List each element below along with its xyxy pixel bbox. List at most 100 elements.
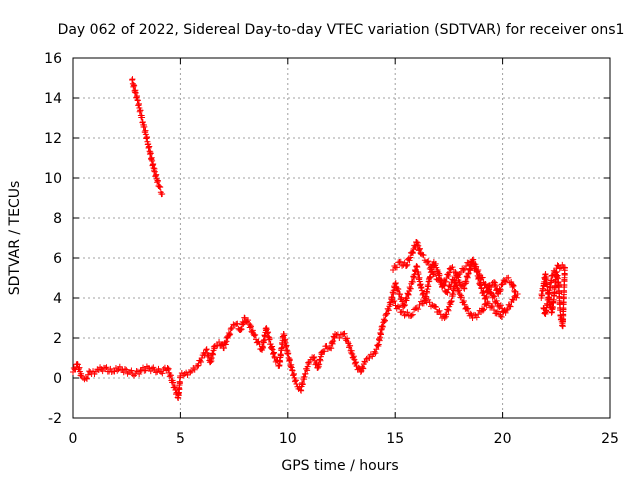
data-point bbox=[188, 367, 195, 374]
data-point bbox=[503, 307, 510, 313]
data-point bbox=[408, 312, 415, 319]
data-point bbox=[406, 257, 413, 264]
data-point bbox=[497, 288, 504, 295]
y-tick-label: 16 bbox=[44, 51, 62, 67]
y-tick-label: -2 bbox=[48, 411, 62, 427]
data-point bbox=[156, 183, 163, 190]
data-point bbox=[222, 341, 229, 348]
x-tick-label: 25 bbox=[601, 431, 619, 447]
data-point bbox=[445, 307, 452, 314]
data-point bbox=[490, 292, 497, 299]
data-point bbox=[540, 305, 547, 311]
data-point bbox=[384, 310, 391, 317]
y-tick-label: 10 bbox=[44, 171, 62, 187]
data-point bbox=[461, 266, 468, 273]
data-point bbox=[436, 272, 443, 279]
data-point bbox=[445, 273, 452, 280]
data-point bbox=[114, 367, 121, 374]
data-point bbox=[453, 282, 460, 289]
data-point bbox=[363, 355, 370, 362]
data-point bbox=[383, 311, 390, 317]
data-point bbox=[391, 263, 398, 270]
data-point bbox=[401, 302, 408, 309]
x-tick-label: 10 bbox=[279, 431, 297, 447]
data-point bbox=[460, 297, 467, 304]
data-point bbox=[203, 347, 210, 353]
data-point bbox=[440, 282, 447, 289]
data-point bbox=[392, 281, 399, 287]
data-point bbox=[305, 359, 312, 366]
data-point bbox=[396, 304, 403, 311]
data-point bbox=[95, 367, 102, 373]
data-point bbox=[489, 303, 496, 310]
data-point bbox=[181, 371, 188, 377]
data-point bbox=[311, 354, 318, 361]
data-point bbox=[158, 369, 165, 375]
data-point bbox=[514, 291, 521, 297]
data-point bbox=[379, 323, 386, 330]
x-axis-label: GPS time / hours bbox=[281, 458, 398, 474]
data-point bbox=[99, 368, 106, 375]
data-point bbox=[413, 305, 420, 311]
data-point bbox=[415, 306, 422, 313]
data-point bbox=[544, 296, 551, 303]
data-point bbox=[157, 184, 164, 191]
data-point bbox=[391, 298, 398, 305]
data-point bbox=[456, 287, 463, 294]
data-point bbox=[167, 372, 174, 379]
data-point bbox=[501, 278, 508, 285]
data-point bbox=[302, 370, 309, 377]
data-point bbox=[136, 370, 143, 377]
data-point bbox=[436, 307, 443, 314]
data-point bbox=[449, 264, 456, 271]
data-point bbox=[247, 323, 254, 330]
data-point bbox=[470, 256, 477, 263]
x-tick-label: 5 bbox=[176, 431, 185, 447]
data-point bbox=[467, 267, 474, 274]
data-point bbox=[277, 352, 284, 359]
data-point bbox=[373, 346, 380, 353]
data-point bbox=[184, 372, 191, 379]
data-point bbox=[551, 268, 558, 275]
data-point bbox=[226, 331, 233, 338]
data-point bbox=[234, 320, 241, 327]
data-point bbox=[241, 315, 248, 321]
data-point bbox=[381, 317, 388, 324]
data-point bbox=[121, 366, 128, 373]
data-point bbox=[247, 322, 254, 329]
data-point bbox=[227, 331, 234, 338]
data-point bbox=[441, 315, 448, 321]
data-point bbox=[498, 313, 505, 320]
data-point bbox=[227, 326, 234, 333]
data-point bbox=[403, 262, 410, 269]
data-point bbox=[463, 278, 470, 285]
data-point bbox=[416, 245, 423, 252]
data-point bbox=[404, 309, 411, 316]
data-point bbox=[493, 297, 500, 304]
data-point bbox=[170, 379, 177, 386]
data-point bbox=[397, 258, 404, 265]
data-point bbox=[545, 289, 552, 296]
data-point bbox=[479, 289, 486, 296]
data-point bbox=[220, 345, 227, 352]
data-point bbox=[416, 246, 423, 253]
data-point bbox=[494, 308, 501, 315]
data-point bbox=[446, 283, 453, 290]
data-point bbox=[198, 358, 205, 365]
data-point bbox=[497, 286, 504, 293]
data-point bbox=[344, 335, 351, 342]
data-point bbox=[252, 331, 259, 338]
data-point bbox=[502, 309, 509, 316]
data-point bbox=[511, 287, 518, 294]
data-point bbox=[112, 365, 119, 371]
data-point bbox=[165, 366, 172, 373]
data-point bbox=[82, 375, 89, 381]
data-point bbox=[497, 313, 504, 319]
data-point bbox=[467, 310, 474, 317]
data-point bbox=[293, 381, 300, 387]
data-point bbox=[428, 264, 435, 271]
data-point bbox=[251, 332, 258, 339]
data-points bbox=[70, 76, 568, 401]
